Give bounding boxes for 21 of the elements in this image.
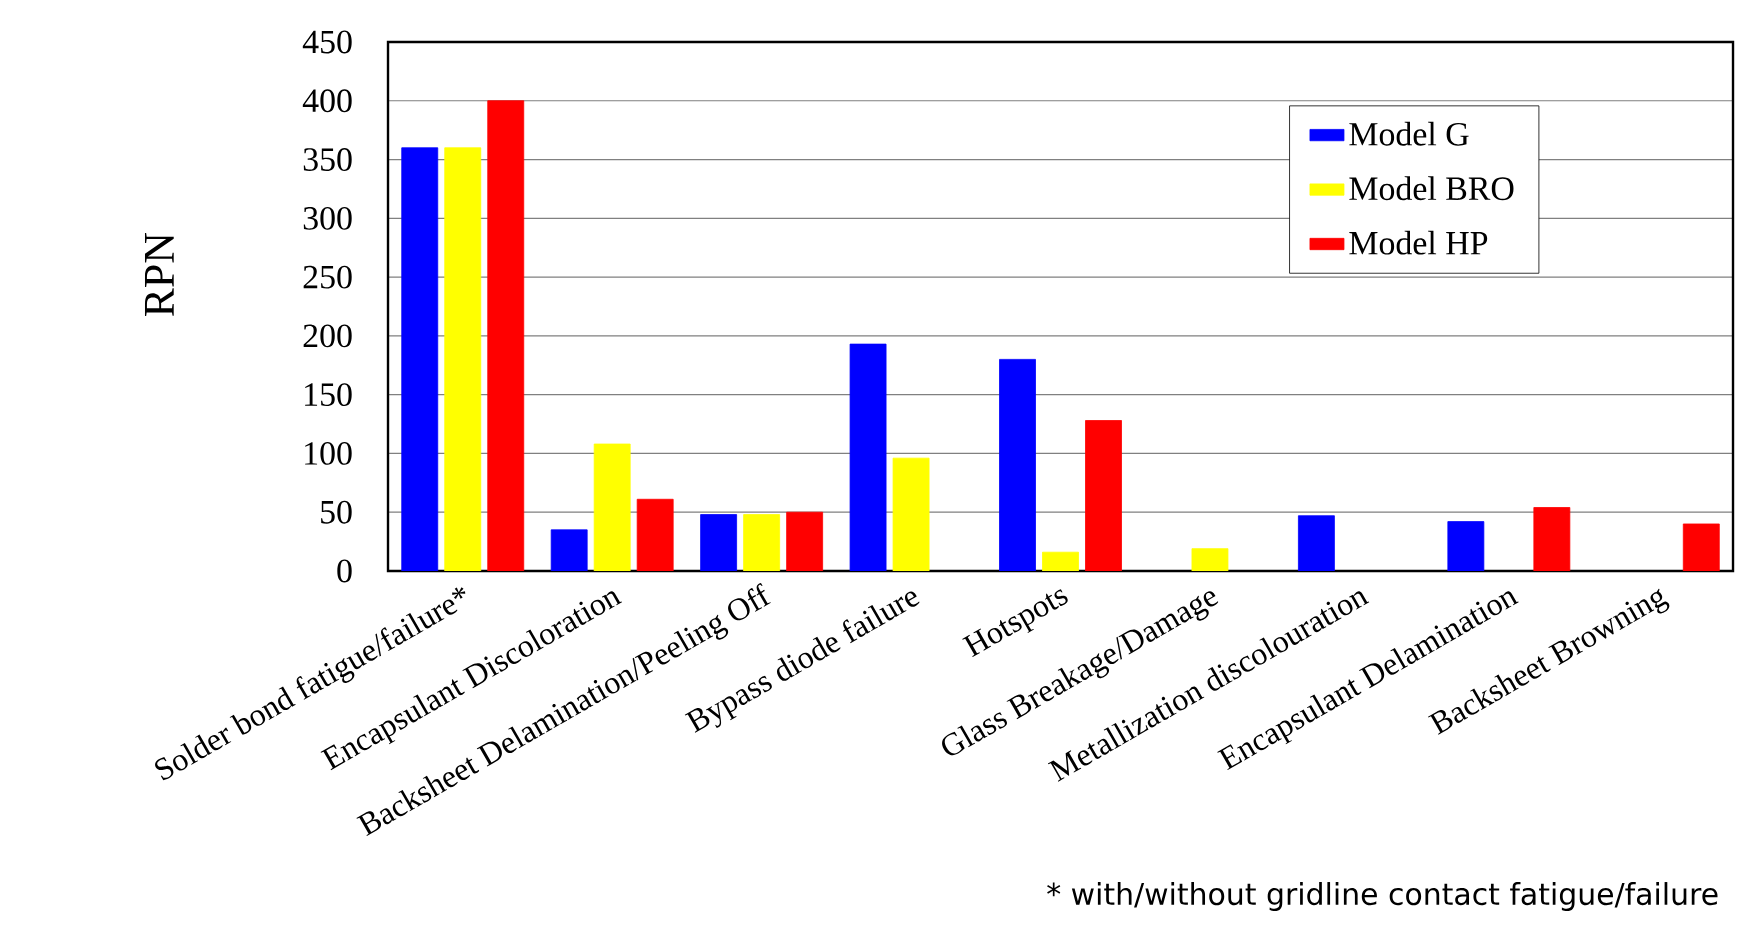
y-tick-label: 350 xyxy=(303,148,352,171)
text: * with/without gridline contact fatigue/failure xyxy=(1047,882,1718,911)
y-tick-label: 0 xyxy=(337,559,352,583)
y-tick-label: 50 xyxy=(321,500,352,524)
y-axis-title: RPN xyxy=(144,233,174,317)
legend-label: Model HP xyxy=(1349,230,1488,255)
y-tick-label: 400 xyxy=(302,89,352,113)
y-tick-label: 100 xyxy=(305,441,352,465)
y-tick-label: 450 xyxy=(302,30,352,54)
y-tick-label: 300 xyxy=(303,206,352,230)
bar xyxy=(1682,523,1720,571)
bar xyxy=(786,511,824,571)
y-tick-label: 250 xyxy=(303,265,352,289)
y-tick-label: 200 xyxy=(303,324,352,348)
legend-label: Model G xyxy=(1349,121,1469,146)
bar xyxy=(487,100,525,571)
legend-label: Model BRO xyxy=(1349,176,1514,201)
bar xyxy=(636,498,674,571)
bar xyxy=(1533,507,1571,571)
y-tick-label: 150 xyxy=(305,383,352,407)
bar xyxy=(1085,420,1122,571)
